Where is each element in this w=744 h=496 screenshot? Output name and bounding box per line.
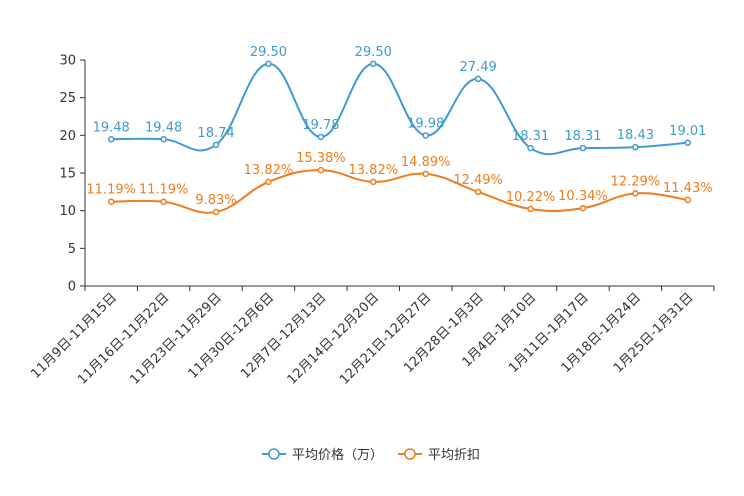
data-point bbox=[684, 139, 692, 147]
data-label: 10.22% bbox=[506, 190, 556, 205]
data-label: 29.50 bbox=[250, 45, 287, 60]
series-avg-discount: 11.19% 11.19%9.83%13.82%15.38%13.82%14.89… bbox=[86, 151, 713, 216]
y-tick-label: 15 bbox=[59, 167, 76, 182]
data-point bbox=[684, 196, 692, 204]
y-axis: 0 5 10 15 20 25 30 bbox=[59, 54, 86, 295]
data-label: 18.31 bbox=[512, 129, 549, 144]
legend: 平均价格（万） 平均折扣 bbox=[262, 447, 480, 463]
data-point bbox=[160, 198, 167, 205]
data-point bbox=[422, 132, 429, 139]
data-point bbox=[527, 144, 534, 152]
legend-label: 平均价格（万） bbox=[292, 447, 383, 463]
series-avg-price: 19.48 19.48 18.74 29.50 19.78 29.50 19.98 27.49… bbox=[93, 45, 706, 156]
data-point bbox=[107, 198, 115, 205]
data-point bbox=[160, 136, 167, 143]
data-label: 12.29% bbox=[611, 174, 661, 189]
series-layer: 19.48 19.48 18.74 29.50 19.78 29.50 19.98 27.49… bbox=[86, 45, 713, 216]
y-tick-label: 30 bbox=[59, 54, 76, 69]
data-label: 18.31 bbox=[564, 129, 601, 144]
data-label: 11.19% bbox=[139, 183, 189, 198]
series-line bbox=[111, 169, 688, 214]
data-point bbox=[107, 136, 115, 143]
data-point bbox=[579, 204, 587, 212]
data-point bbox=[265, 60, 272, 68]
data-point bbox=[212, 208, 220, 216]
data-label: 12.49% bbox=[453, 173, 503, 188]
data-label: 11.19% bbox=[86, 183, 136, 198]
data-label: 13.82% bbox=[244, 163, 294, 178]
x-tick-label: 12月21日-12月27日 bbox=[337, 290, 434, 387]
legend-item-avg-discount: 平均折扣 bbox=[398, 448, 480, 463]
data-label: 18.43 bbox=[617, 128, 654, 143]
data-label: 18.74 bbox=[197, 126, 234, 141]
data-point bbox=[632, 190, 639, 197]
data-point bbox=[632, 143, 639, 151]
x-tick-label: 11月16日-11月22日 bbox=[75, 290, 172, 387]
legend-marker bbox=[268, 448, 280, 460]
y-tick-label: 0 bbox=[68, 280, 76, 295]
data-point bbox=[422, 170, 429, 178]
data-label: 19.01 bbox=[669, 124, 706, 139]
data-label: 19.48 bbox=[93, 120, 130, 135]
x-tick-label: 12月14日-12月20日 bbox=[285, 290, 382, 387]
data-label: 19.98 bbox=[407, 116, 444, 131]
y-tick-label: 10 bbox=[59, 204, 76, 219]
data-label: 15.38% bbox=[296, 151, 346, 166]
data-point bbox=[370, 178, 377, 186]
y-tick-label: 5 bbox=[68, 242, 76, 257]
data-point bbox=[474, 188, 482, 196]
data-label: 29.50 bbox=[355, 45, 392, 60]
data-label: 10.34% bbox=[558, 189, 608, 204]
data-label: 19.48 bbox=[145, 120, 182, 135]
data-point bbox=[527, 205, 534, 213]
data-point bbox=[212, 141, 220, 149]
data-point bbox=[370, 60, 377, 68]
x-tick-label: 11月23日-11月29日 bbox=[127, 290, 224, 387]
data-label: 13.82% bbox=[349, 163, 399, 178]
data-label: 14.89% bbox=[401, 155, 451, 170]
data-label: 27.49 bbox=[460, 60, 497, 75]
data-label: 19.78 bbox=[302, 118, 339, 133]
data-point bbox=[474, 75, 482, 83]
data-label: 11.43% bbox=[663, 181, 713, 196]
data-point bbox=[317, 166, 325, 174]
legend-label: 平均折扣 bbox=[428, 448, 480, 463]
y-tick-label: 25 bbox=[59, 91, 76, 106]
legend-item-avg-price: 平均价格（万） bbox=[262, 447, 383, 463]
data-point bbox=[317, 133, 325, 141]
data-point bbox=[265, 178, 272, 186]
legend-marker bbox=[404, 448, 416, 460]
data-label: 9.83% bbox=[195, 193, 236, 208]
x-axis: 11月9日-11月15日11月16日-11月22日11月23日-11月29日11… bbox=[28, 285, 715, 388]
y-tick-label: 20 bbox=[59, 129, 76, 144]
x-tick-label: 11月9日-11月15日 bbox=[28, 290, 120, 382]
data-point bbox=[579, 144, 587, 152]
